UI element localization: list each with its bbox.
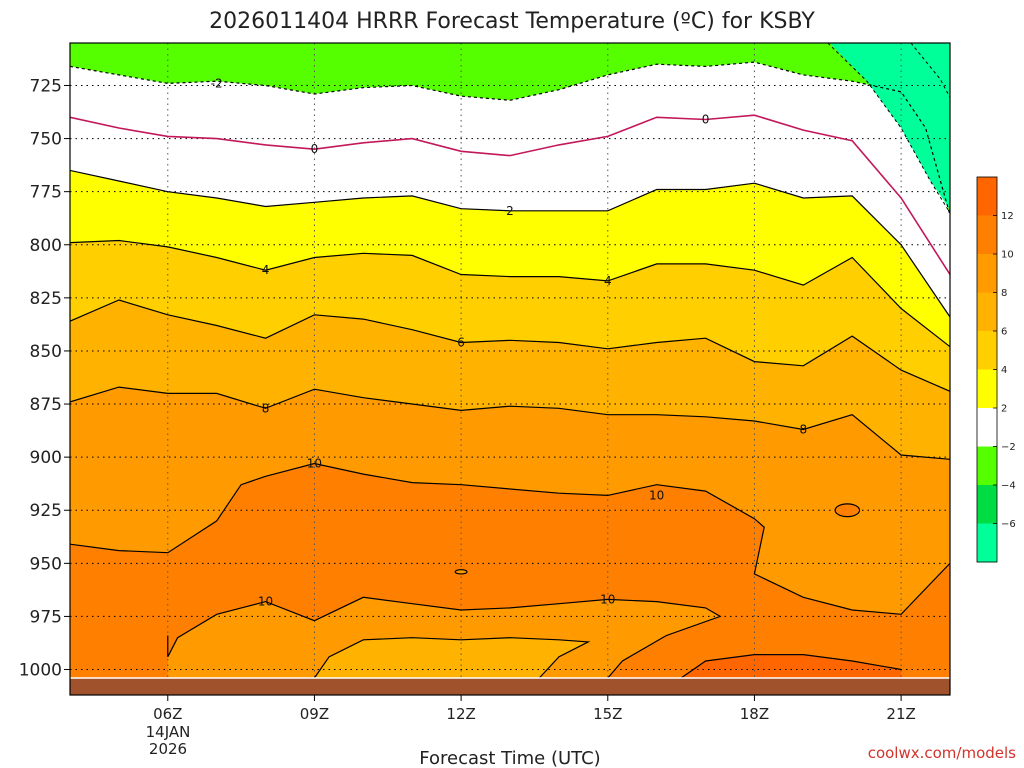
chart-title: 2026011404 HRRR Forecast Temperature (ºC… [209,9,815,34]
colorbar-swatch-8 [977,485,997,524]
isotherm-2-line-2 [70,169,950,318]
x-date-line1: 14JAN [146,723,191,741]
x-tick-label-21Z: 21Z [886,705,915,723]
contour-label-0: -2 [211,76,223,90]
fill-band-6-8-lower [314,637,589,678]
y-tick-label-1000: 1000 [19,661,62,681]
isotherm-lines [70,43,950,679]
plot-frame [69,42,951,696]
isotherm-12-line-8 [680,653,902,679]
isotherm--2-line-0 [70,61,950,216]
surface-ground [70,677,950,695]
closed-contour-10-1 [454,569,468,575]
y-tick-label-850: 850 [30,342,62,362]
colorbar-swatch-2 [977,254,997,293]
colorbar-swatch-7 [977,446,997,486]
temperature-fill-bands [70,43,950,695]
colorbar-swatch-1 [977,215,997,255]
colorbar: 12 10 8 6 4 2 −2 −4 −6 [976,176,1016,563]
y-tick-label-775: 775 [30,183,62,203]
contour-label-6: 6 [457,335,465,349]
colorbar-swatch-5 [977,369,997,409]
y-tick-label-825: 825 [30,289,62,309]
y-tick-label-875: 875 [30,395,62,415]
colorbar-tick-label-4: 4 [1001,365,1007,376]
colorbar-tick-label-2: 8 [1001,288,1007,299]
isotherm-8-line-5 [70,386,950,460]
contour-label-12: 10 [600,592,615,606]
x-tick-label-18Z: 18Z [740,705,769,723]
colorbar-tick-label-3: 6 [1001,327,1007,338]
colorbar-tick-label-8: −6 [1001,519,1016,530]
contour-label-11: 10 [258,595,273,609]
colorbar-tick-label-1: 10 [1001,250,1014,261]
ground-fill [70,678,950,695]
colorbar-tick-label-0: 12 [1001,211,1014,222]
colorbar-tick-label-5: 2 [1001,404,1007,415]
y-tick-label-975: 975 [30,607,62,627]
x-axis: 06Z 09Z 12Z 15Z 18Z 21Z [153,695,916,723]
contour-label-2: 0 [702,112,710,126]
contour-label-9: 10 [307,457,322,471]
x-tick-label-12Z: 12Z [446,705,475,723]
y-tick-label-800: 800 [30,236,62,256]
x-date-line2: 2026 [149,740,187,758]
y-tick-label-900: 900 [30,448,62,468]
isotherm-10-line-7 [167,596,722,679]
colorbar-swatch-6 [977,408,997,447]
isotherm-10-line-9 [313,637,591,679]
contour-label-3: 2 [506,204,514,218]
contour-labels: -2 0 0 2 4 4 6 8 8 10 10 10 10 [211,76,807,608]
y-axis: 725 750 775 800 825 850 875 900 925 950 975 1000 [19,76,70,681]
credit-text: coolwx.com/models [868,744,1016,762]
colorbar-swatch-3 [977,292,997,332]
y-tick-label-925: 925 [30,501,62,521]
plot-grid [70,43,950,695]
isotherm-4-line-3 [70,239,950,348]
y-tick-label-950: 950 [30,554,62,574]
isotherm-6-line-4 [70,299,950,392]
colorbar-swatch-0 [977,177,997,216]
contour-label-8: 8 [800,423,808,437]
colorbar-tick-label-6: −2 [1001,442,1016,453]
y-tick-label-725: 725 [30,76,62,96]
fill-band-below-minus6 [829,43,950,210]
contour-label-10: 10 [649,488,664,502]
isotherm-minus4-line [827,43,950,214]
contour-label-1: 0 [311,142,319,156]
x-tick-label-15Z: 15Z [593,705,622,723]
contour-label-5: 4 [604,274,612,288]
x-tick-label-06Z: 06Z [153,705,182,723]
y-tick-label-750: 750 [30,130,62,150]
x-tick-label-09Z: 09Z [300,705,329,723]
contour-label-7: 8 [262,401,270,415]
contour-label-4: 4 [262,263,270,277]
colorbar-swatch-9 [977,523,997,563]
colorbar-swatch-4 [977,331,997,370]
isotherm-0-line-1 [70,114,950,275]
colorbar-tick-label-7: −4 [1001,481,1016,492]
x-axis-label: Forecast Time (UTC) [419,748,600,768]
closed-contour-12-0 [834,503,861,518]
isotherm-10-line-6 [70,462,950,615]
